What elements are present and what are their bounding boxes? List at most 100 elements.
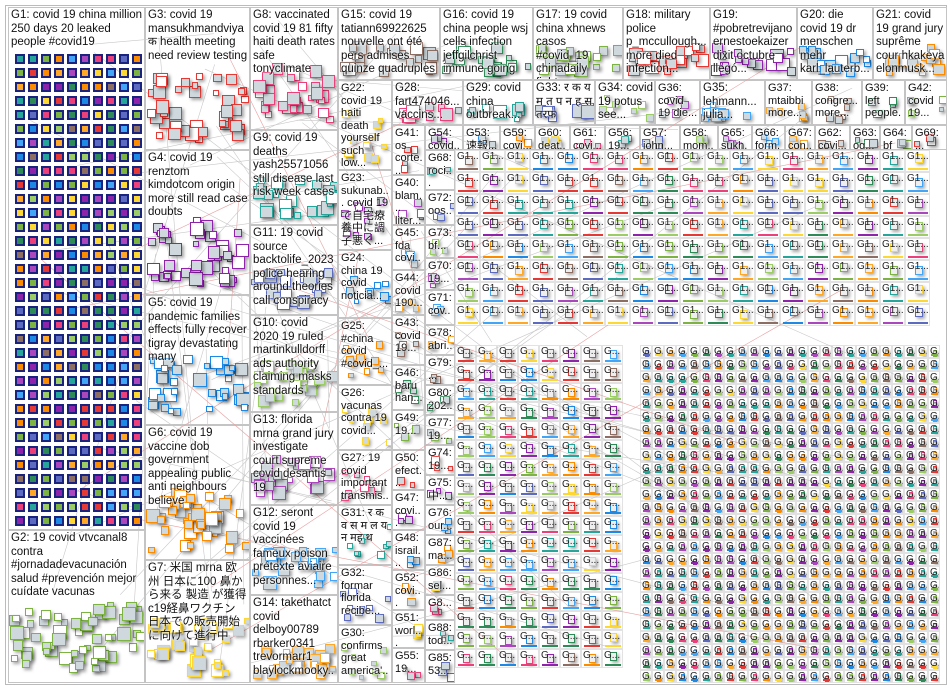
small-group[interactable]: G... (724, 579, 736, 592)
small-group[interactable]: G... (652, 657, 664, 670)
vertex[interactable] (180, 77, 191, 88)
small-group[interactable]: G... (476, 630, 497, 649)
small-group[interactable]: G... (476, 421, 497, 440)
vertex[interactable] (93, 222, 103, 232)
small-group[interactable]: G... (688, 657, 700, 670)
small-group[interactable]: G... (497, 364, 518, 383)
vertex[interactable] (67, 82, 77, 92)
vertex[interactable] (119, 418, 129, 428)
vertex[interactable] (41, 516, 51, 526)
vertex[interactable] (15, 96, 25, 106)
vertex[interactable] (187, 541, 195, 549)
small-group[interactable]: G... (904, 631, 916, 644)
small-group[interactable]: G1... (830, 172, 855, 194)
small-group[interactable]: G1... (705, 150, 730, 172)
vertex[interactable] (54, 236, 64, 246)
small-group[interactable]: G... (724, 475, 736, 488)
small-group[interactable]: G... (476, 554, 497, 573)
group-g66[interactable]: G66: form... (752, 125, 785, 150)
vertex[interactable] (132, 152, 142, 162)
small-group[interactable]: G... (476, 592, 497, 611)
small-group[interactable]: G... (539, 364, 560, 383)
group-g12[interactable]: G12: seront covid 19 vaccinées fameux po… (250, 505, 338, 595)
small-group[interactable]: G... (712, 644, 724, 657)
small-group[interactable]: G... (497, 516, 518, 535)
vertex[interactable] (70, 649, 79, 658)
small-group[interactable]: G... (784, 501, 796, 514)
vertex[interactable] (106, 376, 116, 386)
small-group[interactable]: G1... (455, 216, 480, 238)
small-group[interactable]: G... (652, 501, 664, 514)
small-group[interactable]: G... (820, 579, 832, 592)
small-group[interactable]: G... (652, 449, 664, 462)
vertex[interactable] (92, 664, 100, 673)
small-group[interactable]: G... (832, 475, 844, 488)
vertex[interactable] (117, 626, 132, 641)
vertex[interactable] (106, 82, 116, 92)
vertex[interactable] (15, 502, 25, 512)
vertex[interactable] (93, 152, 103, 162)
vertex[interactable] (93, 278, 103, 288)
small-group[interactable]: G... (497, 573, 518, 592)
small-group[interactable]: G... (652, 475, 664, 488)
vertex[interactable] (106, 320, 116, 330)
vertex[interactable] (287, 91, 301, 105)
small-group[interactable]: G... (748, 553, 760, 566)
vertex[interactable] (41, 502, 51, 512)
small-group[interactable]: G1... (705, 304, 730, 326)
small-group[interactable]: G... (892, 579, 904, 592)
vertex[interactable] (54, 208, 64, 218)
group-g58[interactable]: G58: mom... (680, 125, 718, 150)
small-group[interactable]: G... (928, 384, 940, 397)
small-group[interactable]: G... (904, 449, 916, 462)
vertex[interactable] (106, 348, 116, 358)
group-g54[interactable]: G54: covid... (425, 125, 463, 150)
small-group[interactable]: G... (664, 423, 676, 436)
vertex[interactable] (119, 278, 129, 288)
small-group[interactable]: G... (455, 649, 476, 668)
vertex[interactable] (15, 180, 25, 190)
small-group[interactable]: G... (784, 605, 796, 618)
small-group[interactable]: G... (518, 440, 539, 459)
small-group[interactable]: G... (784, 579, 796, 592)
vertex[interactable] (67, 320, 77, 330)
small-group[interactable]: G... (784, 618, 796, 631)
small-group[interactable]: G... (928, 358, 940, 371)
small-group[interactable]: G1... (455, 238, 480, 260)
small-group[interactable]: G... (916, 358, 928, 371)
small-group[interactable]: G... (880, 436, 892, 449)
small-group[interactable]: G... (844, 475, 856, 488)
vertex[interactable] (41, 460, 51, 470)
small-group[interactable]: G... (880, 397, 892, 410)
small-group[interactable]: G... (476, 345, 497, 364)
vertex[interactable] (119, 68, 129, 78)
small-group[interactable]: G... (916, 553, 928, 566)
vertex[interactable] (67, 208, 77, 218)
small-group[interactable]: G... (820, 566, 832, 579)
vertex[interactable] (106, 152, 116, 162)
vertex[interactable] (67, 390, 77, 400)
small-group[interactable]: G... (772, 488, 784, 501)
group-g48[interactable]: G48: israil... (392, 530, 425, 570)
small-group[interactable]: G1... (505, 172, 530, 194)
small-group[interactable]: G... (760, 618, 772, 631)
small-group[interactable]: G... (868, 618, 880, 631)
vertex[interactable] (204, 511, 219, 526)
small-group[interactable]: G... (808, 592, 820, 605)
small-group[interactable]: G... (602, 459, 623, 478)
small-group[interactable]: G... (688, 488, 700, 501)
vertex[interactable] (106, 208, 116, 218)
small-group[interactable]: G... (688, 384, 700, 397)
vertex[interactable] (321, 74, 335, 88)
small-group[interactable]: G... (581, 573, 602, 592)
small-group[interactable]: G... (688, 579, 700, 592)
small-group[interactable]: G... (832, 514, 844, 527)
vertex[interactable] (15, 82, 25, 92)
vertex[interactable] (132, 194, 142, 204)
small-group[interactable]: G1... (905, 216, 930, 238)
small-group[interactable]: G... (844, 553, 856, 566)
small-group[interactable]: G... (640, 553, 652, 566)
small-group[interactable]: G... (844, 566, 856, 579)
small-group[interactable]: G... (880, 527, 892, 540)
small-group[interactable]: G... (844, 397, 856, 410)
